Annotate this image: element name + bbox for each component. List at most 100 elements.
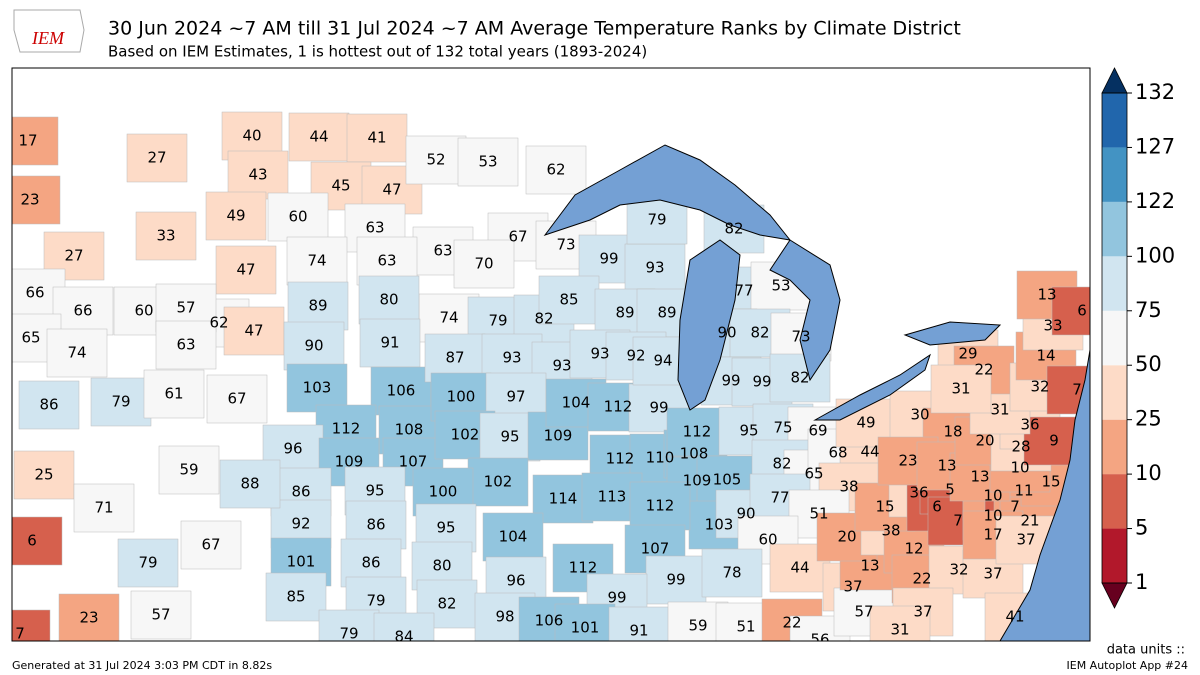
district-cell xyxy=(554,603,616,641)
rank-label: 89 xyxy=(308,297,327,315)
colorbar-segment xyxy=(1102,419,1127,475)
rank-label: 14 xyxy=(1036,347,1055,365)
rank-label: 18 xyxy=(943,423,962,441)
colorbar-tick-label: 127 xyxy=(1135,134,1175,158)
rank-label: 6 xyxy=(1077,302,1087,320)
rank-label: 107 xyxy=(399,453,428,471)
rank-label: 66 xyxy=(25,284,44,302)
district-cell xyxy=(346,113,408,163)
colorbar-tick-label: 5 xyxy=(1135,516,1148,540)
district-cell xyxy=(180,520,242,570)
rank-label: 109 xyxy=(544,427,573,445)
rank-label: 47 xyxy=(382,181,401,199)
district-cell xyxy=(267,192,329,242)
district-cell xyxy=(608,606,670,641)
district-cell xyxy=(666,407,728,457)
rank-label: 10 xyxy=(1010,459,1029,477)
lake-michigan xyxy=(677,239,741,411)
rank-label: 77 xyxy=(734,282,753,300)
district-cell xyxy=(482,512,544,562)
district-cell xyxy=(869,605,931,641)
district-cell xyxy=(52,286,114,336)
colorbar-segment xyxy=(1102,365,1127,420)
rank-label: 62 xyxy=(546,161,565,179)
rank-label: 86 xyxy=(361,554,380,572)
rank-label: 100 xyxy=(447,388,476,406)
rank-label: 106 xyxy=(535,612,564,630)
rank-label: 37 xyxy=(913,603,932,621)
colorbar-segment xyxy=(1102,93,1127,148)
district-cell xyxy=(73,483,135,533)
rank-label: 99 xyxy=(649,399,668,417)
rank-label: 90 xyxy=(304,337,323,355)
rank-label: 31 xyxy=(890,621,909,639)
generated-note: Generated at 31 Jul 2024 3:03 PM CDT in … xyxy=(12,659,272,672)
rank-label: 102 xyxy=(451,426,480,444)
district-cell xyxy=(219,459,281,509)
rank-label: 13 xyxy=(937,457,956,475)
rank-label: 89 xyxy=(657,304,676,322)
district-cell xyxy=(155,320,217,370)
rank-label: 9 xyxy=(1049,432,1059,450)
map-frame xyxy=(11,67,1091,642)
rank-label: 73 xyxy=(556,236,575,254)
rank-label: 90 xyxy=(736,505,755,523)
district-cell xyxy=(457,137,519,187)
district-cell xyxy=(467,457,529,507)
district-cell xyxy=(525,145,587,195)
rank-label: 99 xyxy=(607,589,626,607)
lake-huron xyxy=(769,239,841,382)
colorbar: 1 5 10 25 50 75 100 122 127 132 xyxy=(1101,67,1175,609)
rank-label: 61 xyxy=(164,385,183,403)
rank-label: 7 xyxy=(1010,498,1020,516)
colorbar-tick-label: 75 xyxy=(1135,298,1162,322)
logo-text: IEM xyxy=(31,28,65,48)
rank-label: 79 xyxy=(111,393,130,411)
rank-label: 93 xyxy=(552,357,571,375)
rank-label: 12 xyxy=(904,540,923,558)
district-cell xyxy=(12,175,61,225)
rank-label: 47 xyxy=(244,322,263,340)
logo-outline xyxy=(13,9,85,53)
rank-label: 79 xyxy=(366,592,385,610)
rank-label: 65 xyxy=(804,465,823,483)
district-cell xyxy=(58,593,120,641)
rank-label: 63 xyxy=(365,219,384,237)
rank-label: 20 xyxy=(837,528,856,546)
rank-label: 28 xyxy=(1011,438,1030,456)
rank-label: 23 xyxy=(20,191,39,209)
district-cell xyxy=(701,548,763,598)
rank-label: 45 xyxy=(331,177,350,195)
rank-label: 104 xyxy=(562,394,591,412)
rank-label: 52 xyxy=(426,151,445,169)
rank-label: 106 xyxy=(387,382,416,400)
district-cell xyxy=(286,363,348,413)
rank-label: 17 xyxy=(18,132,37,150)
rank-label: 86 xyxy=(39,396,58,414)
rank-label: 60 xyxy=(288,208,307,226)
rank-label: 68 xyxy=(828,444,847,462)
rank-label: 38 xyxy=(881,522,900,540)
units-label: data units :: xyxy=(1107,643,1185,658)
rank-label: 73 xyxy=(791,328,810,346)
rank-label: 63 xyxy=(433,242,452,260)
rank-label: 5 xyxy=(945,481,955,499)
rank-label: 36 xyxy=(1020,416,1039,434)
rank-label: 33 xyxy=(156,227,175,245)
rank-label: 82 xyxy=(724,220,743,238)
rank-label: 107 xyxy=(641,540,670,558)
rank-label: 79 xyxy=(647,211,666,229)
rank-label: 70 xyxy=(474,255,493,273)
rank-label: 57 xyxy=(151,606,170,624)
rank-label: 102 xyxy=(484,473,513,491)
rank-label: 57 xyxy=(176,299,195,317)
rank-label: 94 xyxy=(653,352,672,370)
rank-label: 74 xyxy=(67,344,86,362)
rank-label: 92 xyxy=(291,515,310,533)
rank-label: 63 xyxy=(176,336,195,354)
rank-label: 10 xyxy=(983,507,1002,525)
rank-label: 56 xyxy=(810,631,829,649)
rank-label: 96 xyxy=(283,440,302,458)
rank-label: 7 xyxy=(953,512,963,530)
